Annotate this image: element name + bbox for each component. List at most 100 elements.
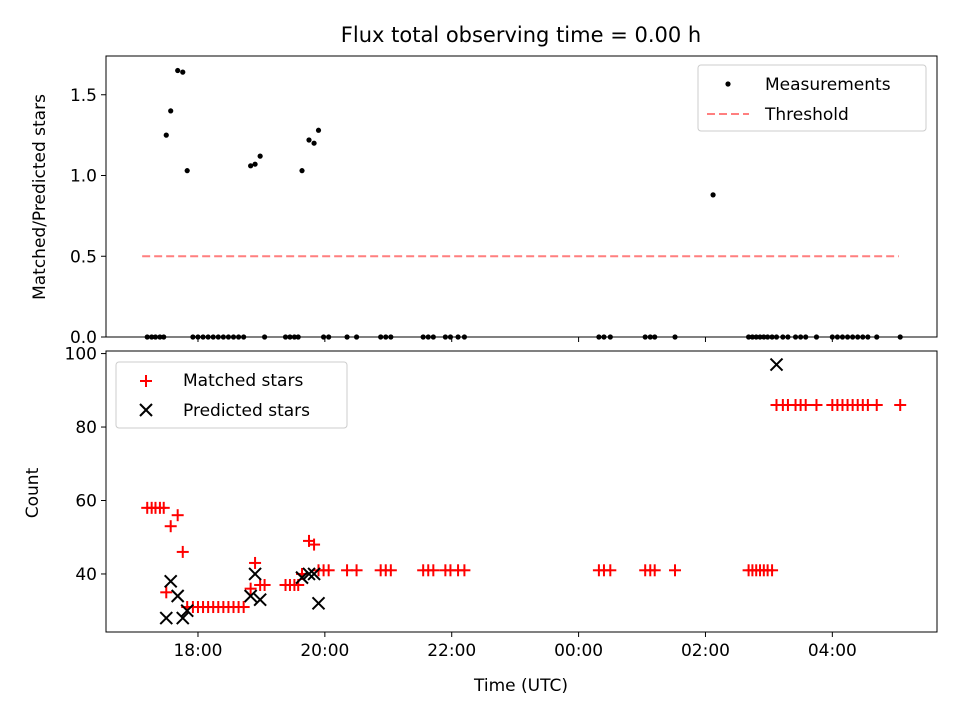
matched-star-point <box>384 564 397 577</box>
bottom-y-tick-label: 40 <box>75 565 97 585</box>
top-plot-area: 0.0 0.5 1.0 1.5 <box>70 55 938 348</box>
measurement-point <box>184 168 190 174</box>
measurement-point <box>180 69 186 75</box>
measurement-point <box>829 334 835 340</box>
bottom-y-tick-label: 60 <box>75 491 97 511</box>
x-tick-label: 18:00 <box>173 641 222 661</box>
x-tick-label: 04:00 <box>808 641 857 661</box>
measurement-point <box>792 334 799 340</box>
x-tick-label: 02:00 <box>681 641 730 661</box>
top-legend: Measurements Threshold <box>697 64 927 132</box>
predicted-star-point <box>311 596 326 611</box>
legend-predicted-stars-marker <box>139 403 153 417</box>
measurement-point <box>287 334 293 340</box>
matched-star-point <box>669 564 682 577</box>
x-tick-label: 00:00 <box>554 641 603 661</box>
measurement-point <box>378 334 384 340</box>
measurement-point <box>291 334 298 340</box>
matched-star-point <box>164 520 177 533</box>
measurement-point <box>430 334 436 340</box>
measurement-point <box>757 334 763 340</box>
measurement-point <box>144 334 150 340</box>
measurement-point <box>745 334 752 340</box>
bottom-plot-area: 40 60 80 100 18:00 20:00 22:00 00:00 02:00 04:00 <box>65 345 938 661</box>
bottom-legend: Matched stars Predicted stars <box>115 361 348 429</box>
matched-star-point <box>870 398 883 411</box>
measurement-point <box>230 334 237 340</box>
legend-threshold-label: Threshold <box>764 105 849 125</box>
matched-star-point <box>458 564 471 577</box>
legend-predicted-stars-label: Predicted stars <box>183 401 310 421</box>
measurement-point <box>897 334 903 340</box>
measurement-point <box>168 108 174 114</box>
measurement-point <box>769 334 775 340</box>
matched-star-point <box>766 564 779 577</box>
legend-matched-stars-marker <box>140 375 152 387</box>
measurement-point <box>455 334 461 340</box>
matched-star-point <box>894 398 907 411</box>
measurement-point <box>315 127 322 133</box>
matched-star-point <box>322 564 335 577</box>
predicted-star-point <box>302 567 316 581</box>
measurement-point <box>326 334 332 340</box>
measurement-point <box>295 334 301 340</box>
predicted-star-point <box>243 589 258 603</box>
matched-star-point <box>308 538 321 551</box>
legend-matched-stars-label: Matched stars <box>183 371 303 391</box>
matched-star-point <box>427 564 440 577</box>
matched-star-point <box>244 582 257 595</box>
legend-measurements-label: Measurements <box>765 75 891 95</box>
top-y-tick-label: 1.0 <box>70 167 97 187</box>
predicted-star-point <box>176 611 190 625</box>
measurement-point <box>200 334 206 340</box>
matched-star-point <box>160 586 173 599</box>
measurement-point <box>344 334 350 340</box>
measurement-point <box>161 334 167 340</box>
measurement-point <box>241 334 247 340</box>
measurement-point <box>261 334 268 340</box>
bottom-y-tick-label: 100 <box>65 345 97 365</box>
measurement-point <box>248 163 254 169</box>
x-tick-label: 22:00 <box>427 641 476 661</box>
measurement-point <box>652 334 658 340</box>
measurement-point <box>850 334 856 340</box>
predicted-star-point <box>253 592 267 607</box>
measurement-point <box>299 168 305 174</box>
measurement-point <box>149 334 155 340</box>
measurement-point <box>874 334 880 340</box>
top-y-tick-label: 0.5 <box>70 247 97 267</box>
measurement-point <box>157 334 163 340</box>
measurement-point <box>865 334 871 340</box>
predicted-star-point <box>248 567 262 581</box>
predicted-star-point <box>159 611 173 625</box>
top-chart-title: Flux total observing time = 0.00 h <box>341 23 701 47</box>
measurement-point <box>749 334 756 340</box>
measurement-point <box>235 334 242 340</box>
matched-star-point <box>157 501 170 514</box>
x-tick-label: 20:00 <box>300 641 349 661</box>
measurement-point <box>813 334 820 340</box>
measurement-point <box>420 334 426 340</box>
matched-star-point <box>258 578 271 591</box>
measurement-point <box>320 334 327 340</box>
measurement-point <box>353 334 360 340</box>
measurement-point <box>257 153 263 159</box>
top-y-axis-label: Matched/Predicted stars <box>30 94 50 300</box>
predicted-star-point <box>180 603 194 618</box>
measurement-point <box>607 334 613 340</box>
matched-star-point <box>810 398 823 411</box>
measurement-point <box>190 334 196 340</box>
legend-measurements-marker <box>725 81 731 87</box>
matched-star-point <box>648 564 661 577</box>
matched-star-point <box>799 398 812 411</box>
top-y-tick-label: 1.5 <box>70 86 97 106</box>
measurement-point <box>642 334 648 340</box>
predicted-star-point <box>170 589 185 603</box>
x-axis-label: Time (UTC) <box>473 676 568 696</box>
top-y-tick-label: 0.0 <box>70 328 97 348</box>
matched-star-point <box>171 509 184 522</box>
bottom-axes-frame <box>105 350 938 633</box>
measurement-point <box>803 334 809 340</box>
top-axes-frame <box>105 55 938 338</box>
measurement-point <box>596 334 602 340</box>
